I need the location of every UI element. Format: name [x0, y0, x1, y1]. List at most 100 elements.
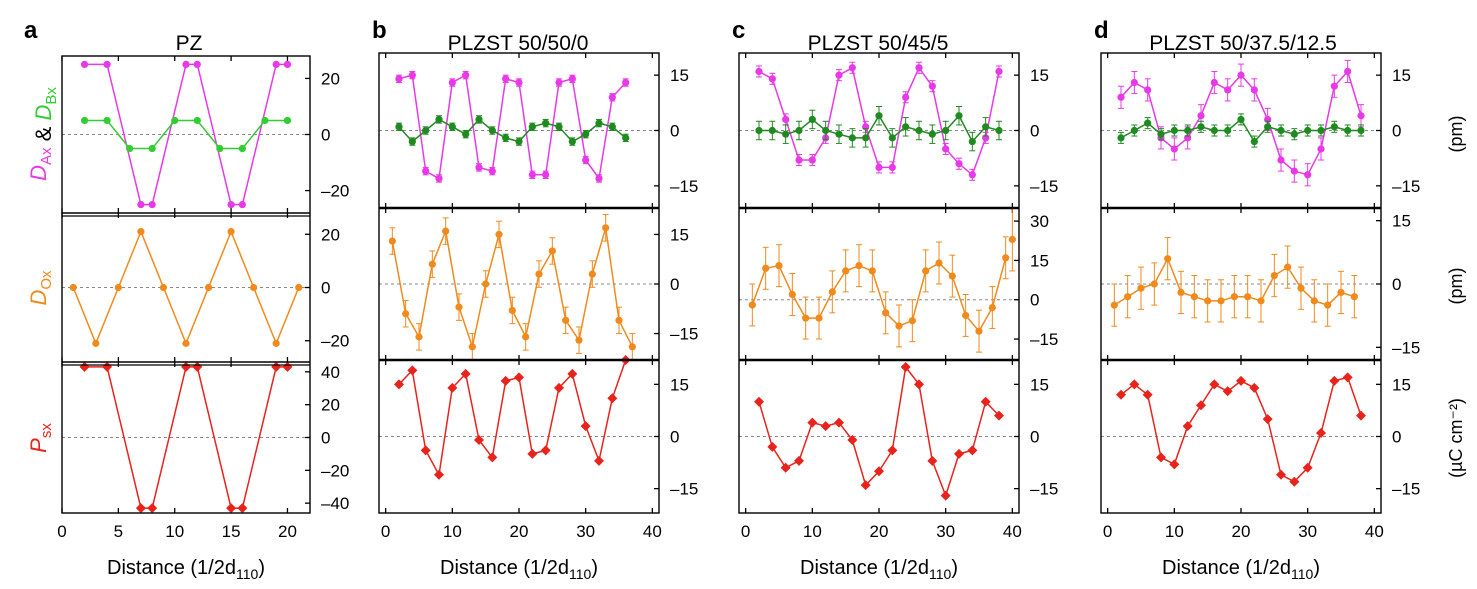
data-point [608, 123, 616, 131]
data-point [768, 75, 776, 83]
panel-letter: d [1094, 17, 1109, 44]
data-point [948, 272, 956, 280]
data-point [237, 503, 248, 514]
data-point [1130, 126, 1138, 135]
panel-frame [61, 55, 311, 514]
panel-frame [738, 52, 1020, 514]
data-point [595, 174, 603, 183]
x-tick-label: 10 [803, 522, 822, 541]
data-point [1317, 145, 1325, 153]
series-darkgreen [395, 115, 630, 146]
data-point [408, 71, 416, 79]
data-point [888, 134, 896, 142]
x-axis-label: Distance (1/2d110) [800, 557, 958, 582]
data-point [968, 171, 976, 179]
data-point [628, 343, 636, 351]
data-point [92, 339, 100, 347]
series-darkgreen [755, 106, 1003, 152]
series-magenta [395, 70, 630, 183]
data-point [1182, 421, 1193, 432]
data-point [1144, 86, 1152, 94]
data-point [135, 503, 146, 514]
y-tick-label: 0 [1030, 291, 1039, 310]
data-point [148, 144, 156, 153]
data-point [568, 137, 576, 146]
data-point [995, 126, 1003, 135]
data-point [1150, 280, 1158, 288]
data-point [975, 327, 983, 335]
data-point [475, 163, 483, 172]
data-point [1156, 452, 1166, 463]
y-tick-label: 15 [1030, 66, 1049, 85]
data-point [1316, 428, 1326, 439]
panel-letter: b [372, 17, 387, 44]
data-point [580, 421, 591, 432]
data-point [272, 60, 280, 69]
data-point [588, 270, 596, 278]
data-point [193, 60, 201, 69]
data-point [261, 116, 269, 125]
x-axis-label-close: ) [951, 557, 958, 579]
data-point [250, 283, 258, 292]
data-point [602, 224, 610, 232]
row-label-subscript: sx [38, 423, 55, 439]
subplot-row-2: 20 0 –20 [61, 213, 349, 362]
x-tick-label: 0 [57, 522, 66, 541]
x-axis-label: Distance (1/2d110) [107, 557, 265, 582]
y-tick-label: –40 [321, 494, 349, 513]
y-tick-label: 0 [321, 279, 330, 298]
x-axis-label-text: Distance (1/2d [440, 557, 569, 579]
y-tick-label: 0 [1030, 122, 1039, 141]
x-tick-label: 0 [1103, 522, 1112, 541]
data-point [1290, 130, 1298, 138]
data-point [835, 71, 843, 79]
y-tick-label: 15 [1030, 375, 1049, 394]
y-tick-label: 0 [670, 428, 679, 447]
data-point [415, 333, 423, 341]
x-axis-label-close: ) [591, 557, 598, 579]
data-point [1124, 293, 1132, 301]
data-point [828, 288, 836, 296]
data-point [1304, 171, 1312, 179]
row-label-part: D [26, 165, 51, 181]
x-axis-label-subscript: 110 [569, 566, 592, 582]
data-point [1224, 86, 1232, 94]
series-line [398, 73, 627, 181]
y-tick-label: 0 [1392, 428, 1401, 447]
data-point [1330, 123, 1338, 131]
y-tick-label: 20 [321, 69, 340, 88]
data-point [868, 267, 876, 275]
data-point [434, 469, 444, 480]
data-point [227, 228, 235, 236]
x-axis-label-text: Distance (1/2d [107, 557, 236, 579]
data-point [1304, 126, 1312, 135]
data-point [447, 382, 458, 393]
data-point [1237, 71, 1245, 79]
data-point [1250, 137, 1258, 146]
series-magenta [755, 61, 1003, 181]
data-point [802, 314, 810, 322]
y-tick-label: 15 [670, 375, 689, 394]
x-tick-label: 30 [1298, 522, 1317, 541]
panel-letter: a [24, 17, 38, 44]
data-point [474, 434, 484, 445]
series-line [84, 119, 288, 150]
y-tick-label: –15 [670, 325, 698, 344]
data-point [782, 130, 790, 138]
data-point [137, 228, 145, 236]
panel-b: b PLZST 50/50/0 15 0 –15 15 0 –15 15 0 –15 0 10 20 30 4… [372, 17, 698, 582]
row-label-subscript: Bx [43, 87, 60, 105]
subplot-row-3: 15 0 –15 [739, 360, 1058, 513]
panel-a: a PZ 20 0 –20 20 0 –20 40 20 0 –20 –40 0 5 10 15 20 Distan… [24, 17, 349, 582]
data-point [80, 60, 89, 69]
data-point [1116, 389, 1126, 400]
x-tick-label: 5 [114, 522, 123, 541]
data-point [767, 441, 778, 452]
data-point [980, 396, 991, 407]
data-point [995, 67, 1003, 76]
data-point [482, 280, 490, 288]
data-point [216, 144, 224, 153]
data-point [1262, 414, 1273, 425]
y-tick-label: –20 [321, 332, 349, 351]
